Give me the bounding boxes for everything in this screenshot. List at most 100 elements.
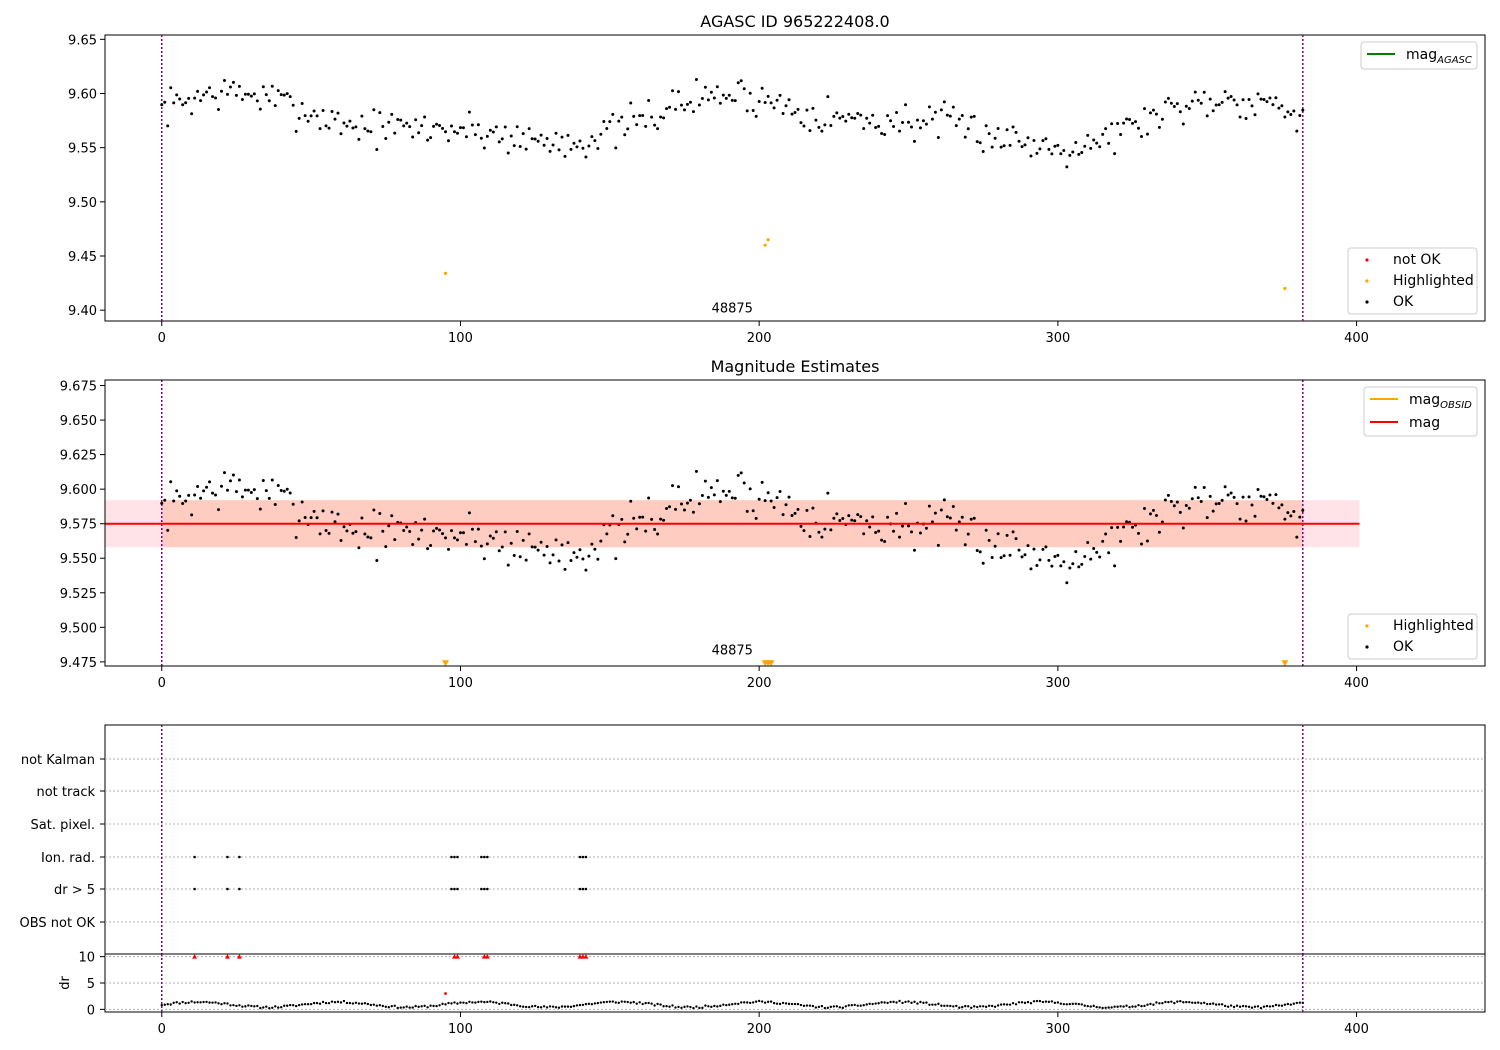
dr-point bbox=[1152, 1003, 1155, 1006]
ok-point bbox=[1226, 96, 1230, 100]
dr-point bbox=[1098, 1006, 1101, 1009]
dr-point bbox=[925, 1001, 928, 1004]
ok-point bbox=[1032, 139, 1036, 143]
ok-point bbox=[190, 112, 194, 116]
ok-point bbox=[853, 519, 857, 523]
dr-point bbox=[1232, 1005, 1236, 1009]
dr-point bbox=[456, 1002, 459, 1005]
ok-point bbox=[733, 99, 737, 103]
ok-point bbox=[464, 542, 468, 546]
ok-point bbox=[178, 494, 182, 498]
flag-row-label: not track bbox=[36, 785, 95, 800]
dr-point bbox=[1128, 1005, 1131, 1009]
ok-point bbox=[969, 115, 973, 119]
ok-point bbox=[1095, 141, 1099, 145]
dr-point bbox=[1206, 1002, 1209, 1006]
dr-point bbox=[187, 1001, 190, 1004]
ok-point bbox=[246, 92, 250, 96]
ok-point bbox=[817, 125, 821, 129]
ok-point bbox=[1142, 506, 1146, 510]
ok-point bbox=[638, 114, 642, 118]
dr-point bbox=[1220, 1003, 1224, 1006]
ok-point bbox=[551, 143, 555, 147]
ok-point bbox=[611, 112, 615, 116]
ok-point bbox=[354, 530, 358, 534]
dr-point bbox=[480, 1000, 483, 1003]
ok-point bbox=[1008, 143, 1012, 147]
ok-point bbox=[954, 528, 958, 532]
dr-point bbox=[465, 1001, 468, 1005]
ok-point bbox=[414, 118, 418, 122]
ok-point bbox=[1253, 514, 1257, 518]
dr-point bbox=[223, 1002, 226, 1005]
ok-point bbox=[933, 110, 937, 114]
dr-point bbox=[862, 1004, 865, 1007]
ok-point bbox=[677, 485, 681, 489]
ok-point bbox=[178, 97, 182, 101]
dr-point bbox=[865, 1003, 868, 1006]
ok-point bbox=[518, 144, 522, 148]
dr-point bbox=[351, 1002, 355, 1005]
ok-point bbox=[811, 106, 815, 110]
ok-point bbox=[1190, 99, 1194, 103]
legend-box bbox=[1360, 41, 1478, 70]
ok-point bbox=[521, 538, 525, 542]
ok-point bbox=[351, 126, 355, 130]
dr-point bbox=[775, 1002, 779, 1005]
ok-point bbox=[1277, 506, 1281, 510]
dr-point bbox=[518, 1005, 522, 1008]
ok-point bbox=[1286, 110, 1290, 114]
ok-point bbox=[506, 151, 510, 155]
ok-point bbox=[381, 529, 385, 533]
ok-point bbox=[975, 549, 979, 553]
legend-box bbox=[1347, 247, 1478, 315]
dr-point bbox=[1125, 1004, 1128, 1007]
ok-point bbox=[214, 493, 218, 497]
ok-point bbox=[420, 124, 424, 128]
ok-point bbox=[1220, 498, 1224, 502]
ok-point bbox=[255, 99, 259, 103]
ok-point bbox=[912, 139, 916, 143]
dr-point bbox=[1131, 1005, 1134, 1008]
ok-point bbox=[393, 538, 397, 542]
ok-point bbox=[163, 100, 167, 104]
dr-point bbox=[363, 1002, 367, 1005]
ok-point bbox=[372, 508, 376, 512]
flag-point bbox=[193, 855, 196, 859]
ok-point bbox=[700, 494, 704, 498]
ok-point bbox=[775, 496, 779, 500]
dr-point bbox=[674, 1006, 677, 1009]
ok-point bbox=[411, 135, 415, 139]
ok-point bbox=[205, 90, 209, 94]
dr-point bbox=[1188, 1000, 1191, 1004]
ok-point bbox=[650, 517, 654, 521]
ok-point bbox=[662, 116, 666, 120]
ok-point bbox=[930, 520, 934, 524]
ok-point bbox=[521, 132, 525, 136]
ok-point bbox=[1068, 153, 1072, 157]
ok-point bbox=[1062, 560, 1066, 564]
dr-point bbox=[545, 1006, 549, 1009]
legend-ok-label: OK bbox=[1393, 294, 1414, 310]
dr-point bbox=[441, 1002, 444, 1006]
ok-point bbox=[252, 92, 256, 96]
dr-point bbox=[1137, 1003, 1140, 1007]
ok-point bbox=[1035, 564, 1039, 568]
dr-point bbox=[599, 1001, 603, 1004]
ok-point bbox=[545, 136, 549, 140]
dr-point bbox=[978, 1005, 982, 1008]
y-tick-label: 9.625 bbox=[60, 449, 97, 464]
dr-point bbox=[781, 1001, 785, 1005]
ok-point bbox=[721, 93, 725, 97]
ok-point bbox=[435, 526, 439, 530]
ok-point bbox=[282, 93, 286, 97]
ok-point bbox=[963, 135, 967, 139]
ok-point bbox=[363, 532, 367, 536]
ok-point bbox=[1080, 562, 1084, 566]
ok-point bbox=[1107, 551, 1111, 555]
dr-point bbox=[283, 1004, 286, 1007]
legend-not-ok-marker bbox=[1365, 258, 1369, 262]
dr-point bbox=[533, 1004, 537, 1008]
dr-point bbox=[453, 1001, 456, 1004]
ok-point bbox=[793, 511, 797, 515]
